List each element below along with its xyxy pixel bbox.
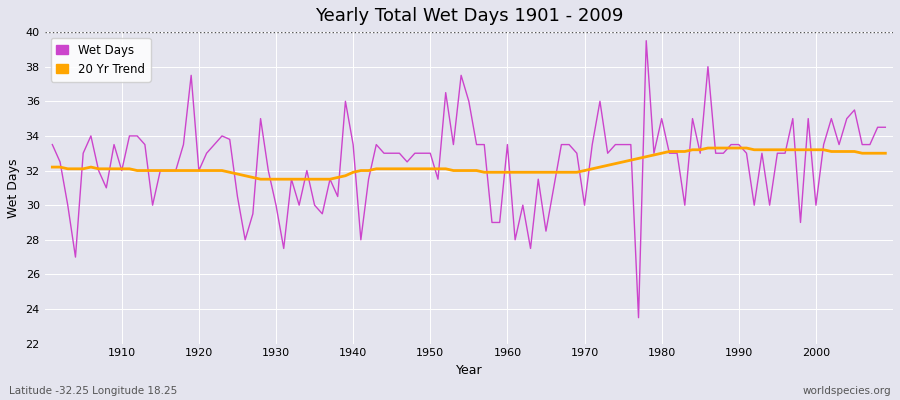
Y-axis label: Wet Days: Wet Days [7, 158, 20, 218]
Text: worldspecies.org: worldspecies.org [803, 386, 891, 396]
Text: Latitude -32.25 Longitude 18.25: Latitude -32.25 Longitude 18.25 [9, 386, 177, 396]
Title: Yearly Total Wet Days 1901 - 2009: Yearly Total Wet Days 1901 - 2009 [315, 7, 623, 25]
X-axis label: Year: Year [455, 364, 482, 377]
Legend: Wet Days, 20 Yr Trend: Wet Days, 20 Yr Trend [50, 38, 150, 82]
